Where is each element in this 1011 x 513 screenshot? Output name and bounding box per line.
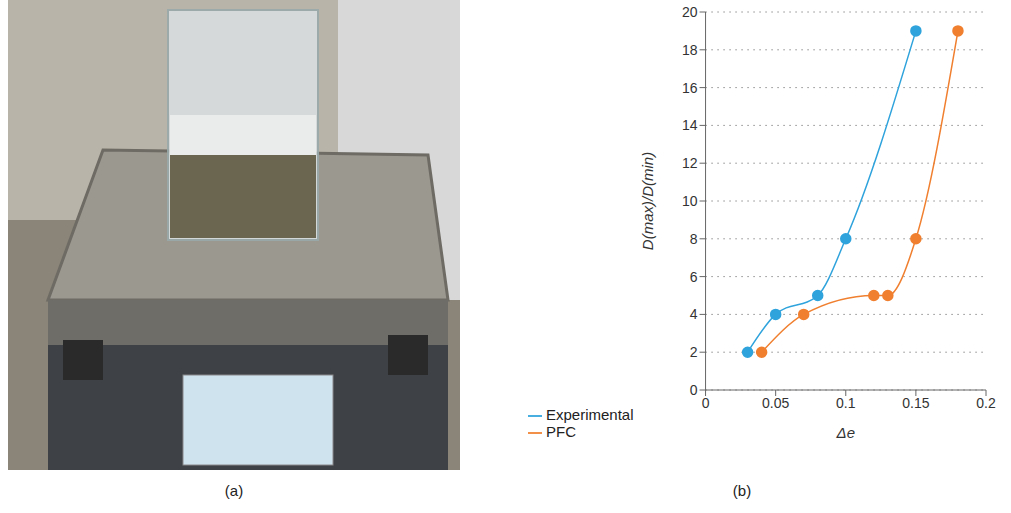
svg-text:0.15: 0.15	[902, 395, 929, 411]
svg-text:20: 20	[682, 4, 698, 20]
svg-text:10: 10	[682, 193, 698, 209]
svg-text:0.05: 0.05	[762, 395, 789, 411]
svg-text:D(max)/D(min): D(max)/D(min)	[639, 152, 656, 250]
svg-text:16: 16	[682, 80, 698, 96]
svg-text:6: 6	[690, 269, 698, 285]
svg-text:14: 14	[682, 117, 698, 133]
svg-text:8: 8	[690, 231, 698, 247]
html-text:(b): (b)	[732, 482, 752, 499]
html-text:PFC: PFC	[546, 423, 576, 440]
svg-text:12: 12	[682, 155, 698, 171]
svg-text:4: 4	[690, 306, 698, 322]
html-text:(a): (a)	[224, 482, 244, 499]
svg-text:Δe: Δe	[836, 424, 855, 440]
svg-text:0: 0	[690, 382, 698, 398]
html-text:Experimental: Experimental	[546, 405, 634, 423]
svg-text:0.2: 0.2	[976, 395, 996, 411]
svg-text:0: 0	[702, 395, 710, 411]
svg-text:2: 2	[690, 344, 698, 360]
svg-text:0.1: 0.1	[836, 395, 856, 411]
svg-text:18: 18	[682, 42, 698, 58]
